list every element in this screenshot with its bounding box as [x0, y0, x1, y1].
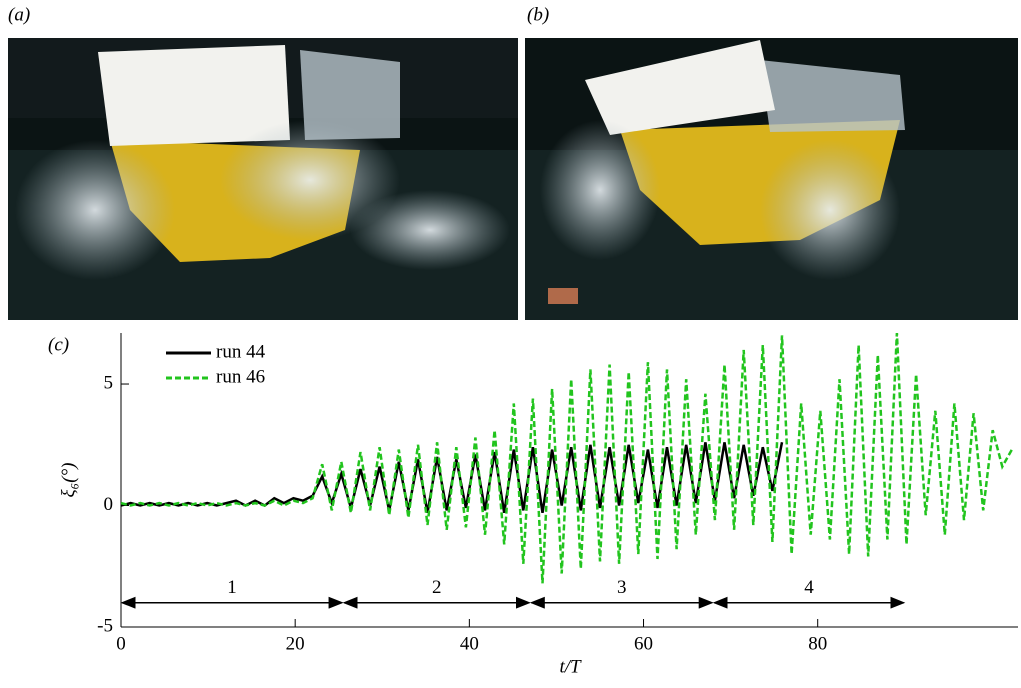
phase-label: 2	[432, 577, 442, 598]
photo-b	[525, 38, 1018, 320]
x-axis-label: t/T	[559, 656, 582, 677]
phase-label: 4	[804, 577, 814, 598]
x-tick-label: 20	[286, 633, 305, 654]
legend-label: run 44	[216, 341, 266, 362]
y-axis-label: ξ₆(°)	[58, 463, 79, 498]
y-tick-label: 5	[104, 372, 114, 393]
line-series	[120, 332, 1013, 584]
x-tick-label: 40	[460, 633, 479, 654]
phase-label: 1	[227, 577, 237, 598]
x-tick-label: 60	[634, 633, 653, 654]
phase-label: 3	[617, 577, 627, 598]
panel-label: (a)	[8, 4, 30, 25]
y-tick-label: -5	[97, 615, 113, 636]
panel-label: (c)	[48, 334, 69, 355]
x-tick-label: 0	[116, 633, 126, 654]
y-tick-label: 0	[104, 494, 114, 515]
panel-label: (b)	[527, 4, 549, 25]
x-tick-label: 80	[808, 633, 827, 654]
legend-label: run 46	[216, 366, 265, 387]
photo-a	[8, 38, 518, 320]
